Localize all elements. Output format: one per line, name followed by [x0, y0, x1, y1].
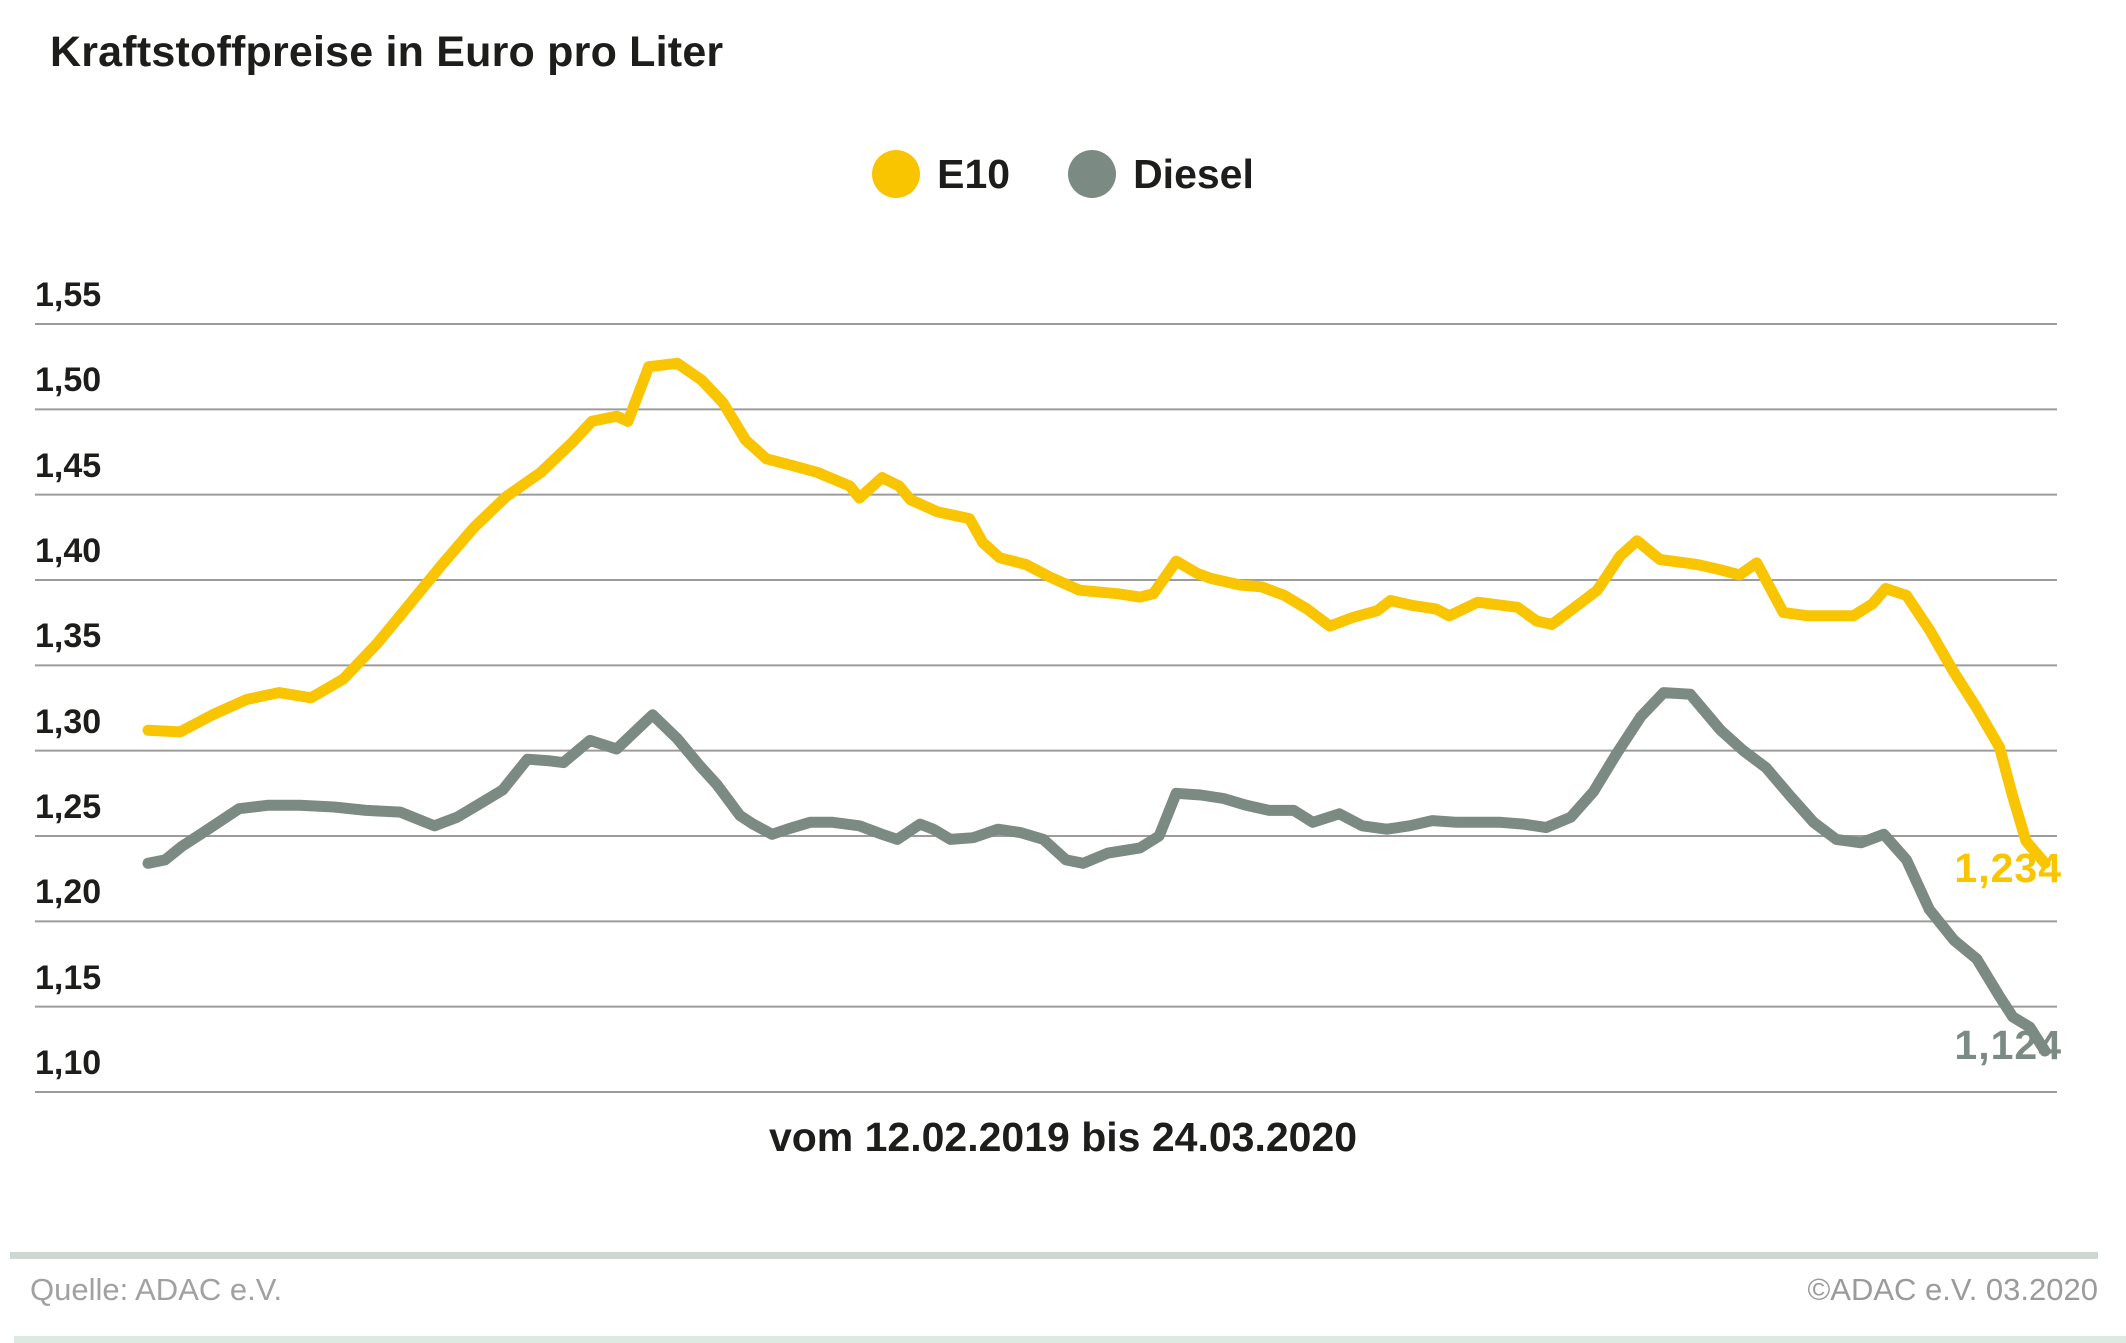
y-tick-label: 1,45 [35, 446, 102, 485]
page-title: Kraftstoffpreise in Euro pro Liter [50, 28, 724, 76]
y-tick-label: 1,40 [35, 532, 102, 570]
legend-item-diesel: Diesel [1068, 150, 1254, 198]
y-tick-label: 1,10 [35, 1044, 102, 1082]
copyright-note: ©ADAC e.V. 03.2020 [1807, 1272, 2098, 1307]
y-tick-label: 1,55 [35, 276, 102, 314]
x-axis-caption: vom 12.02.2019 bis 24.03.2020 [768, 1114, 1358, 1160]
legend-label-diesel: Diesel [1133, 150, 1254, 197]
e10-end-value: 1,234 [1954, 845, 2062, 891]
e10-legend-dot-icon [872, 150, 921, 198]
y-tick-label: 1,15 [35, 958, 102, 997]
y-tick-label: 1,25 [35, 788, 102, 826]
legend: E10 Diesel [0, 150, 2126, 198]
legend-label-e10: E10 [937, 150, 1011, 197]
y-tick-label: 1,50 [35, 361, 102, 400]
legend-item-e10: E10 [872, 150, 1010, 198]
source-note: Quelle: ADAC e.V. [30, 1272, 283, 1307]
diesel-legend-dot-icon [1068, 150, 1117, 198]
e10-line [142, 357, 2051, 869]
diesel-end-value: 1,124 [1954, 1022, 2062, 1068]
y-tick-label: 1,35 [35, 617, 102, 656]
bottom-bar [14, 1336, 2126, 1343]
footer-divider [10, 1252, 2098, 1259]
y-tick-label: 1,20 [35, 873, 102, 912]
diesel-line [142, 687, 2051, 1057]
y-tick-label: 1,30 [35, 702, 102, 741]
